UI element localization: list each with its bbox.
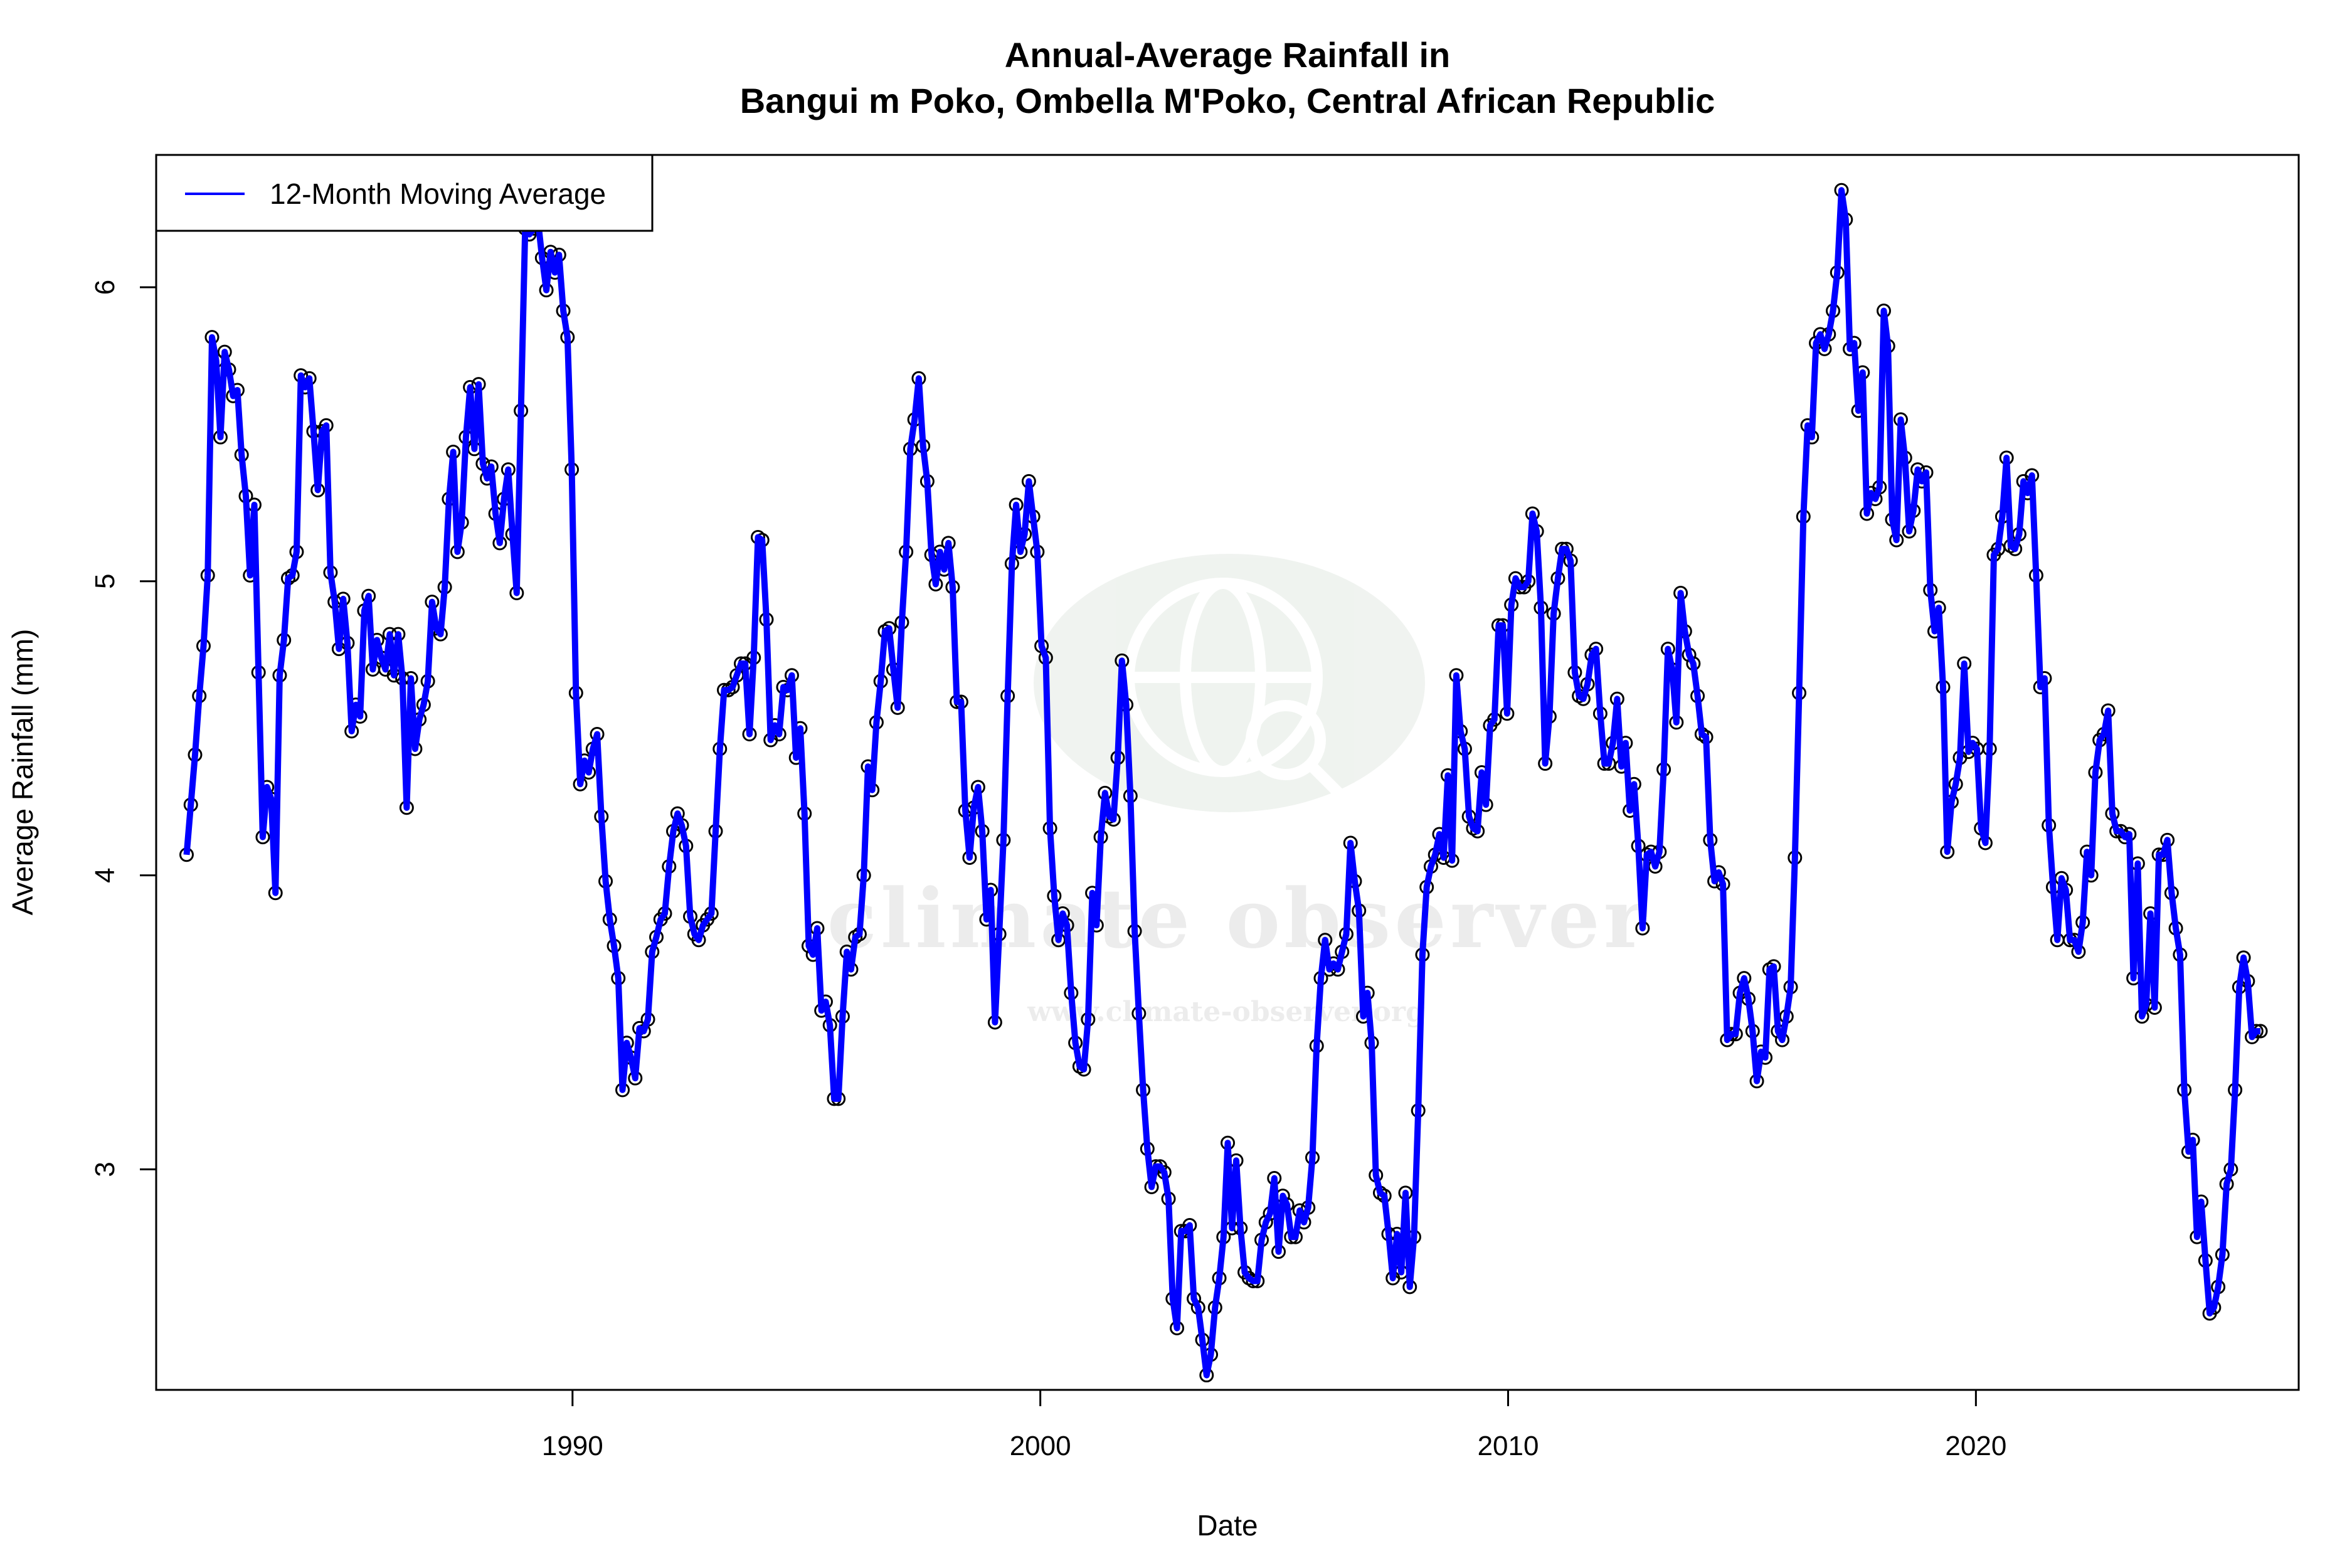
x-tick-label: 2000 — [1010, 1431, 1071, 1461]
x-tick-label: 2020 — [1945, 1431, 2006, 1461]
x-axis: 1990 2000 2010 2020 — [542, 1390, 2006, 1461]
watermark-text: climate observer — [827, 871, 1650, 967]
legend-box — [155, 154, 654, 232]
x-tick-label: 2010 — [1478, 1431, 1539, 1461]
chart-subtitle: Bangui m Poko, Ombella M'Poko, Central A… — [740, 81, 1715, 120]
y-tick-label: 6 — [90, 280, 120, 295]
y-axis: 3 4 5 6 — [90, 280, 156, 1177]
watermark: climate observer www.climate-observer.or… — [827, 554, 1650, 1028]
x-axis-label: Date — [1197, 1509, 1258, 1542]
x-tick-label: 1990 — [542, 1431, 603, 1461]
plot-frame — [155, 154, 2300, 1391]
legend-label: 12-Month Moving Average — [270, 177, 606, 210]
y-tick-label: 3 — [90, 1162, 120, 1177]
y-axis-label: Average Rainfall (mm) — [6, 629, 39, 916]
chart-title: Annual-Average Rainfall in — [1005, 35, 1451, 75]
y-tick-label: 5 — [90, 574, 120, 589]
y-tick-label: 4 — [90, 867, 120, 882]
legend: 12-Month Moving Average — [155, 154, 654, 232]
globe-search-icon — [1123, 578, 1343, 798]
